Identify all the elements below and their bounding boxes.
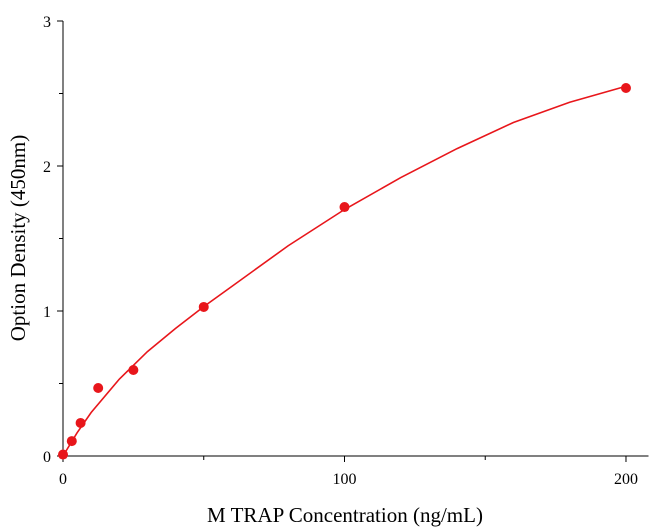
y-tick-label: 3 xyxy=(43,14,51,31)
data-point xyxy=(93,382,104,393)
y-tick-label: 2 xyxy=(43,159,51,176)
x-tick-label: 200 xyxy=(614,471,638,488)
x-axis-title: M TRAP Concentration (ng/mL) xyxy=(207,503,483,527)
y-axis-title: Option Density (450nm) xyxy=(6,135,30,341)
y-tick-label: 1 xyxy=(43,304,51,321)
x-tick-label: 100 xyxy=(332,471,356,488)
fit-curve xyxy=(62,85,627,457)
data-point xyxy=(620,82,631,93)
data-point xyxy=(339,202,350,213)
y-tick-label: 0 xyxy=(43,449,51,466)
x-tick-label: 0 xyxy=(59,471,67,488)
data-point xyxy=(128,365,139,376)
